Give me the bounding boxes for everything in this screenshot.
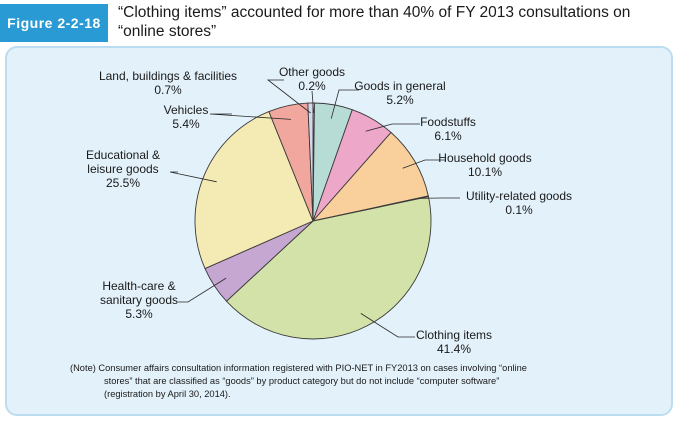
slice-name-health-1: Health-care & <box>102 279 175 293</box>
slice-value-household: 10.1% <box>468 165 502 179</box>
chart-note: (Note) Consumer affairs consultation inf… <box>70 362 630 401</box>
slice-name-utility: Utility-related goods <box>466 189 572 203</box>
slice-name-other: Other goods <box>279 65 345 79</box>
leader-line-general <box>330 89 359 119</box>
slice-name-land: Land, buildings & facilities <box>99 69 237 83</box>
pie-slice-education <box>194 110 314 270</box>
slice-value-general: 5.2% <box>386 93 414 107</box>
figure-number-badge: Figure 2-2-18 <box>0 4 108 42</box>
slice-name-health-2: sanitary goods <box>100 293 178 307</box>
leader-lines <box>169 79 460 338</box>
pie-slice-clothing <box>225 196 432 340</box>
pie-slice-household <box>311 131 429 222</box>
slice-value-education: 25.5% <box>106 176 140 190</box>
slice-value-land: 0.7% <box>154 83 182 97</box>
leader-line-other <box>311 90 315 114</box>
slice-name-food: Foodstuffs <box>420 115 476 129</box>
slice-name-household: Household goods <box>438 151 531 165</box>
slice-value-clothing: 41.4% <box>437 342 471 356</box>
slice-value-utility: 0.1% <box>505 203 533 217</box>
slice-value-vehicles: 5.4% <box>172 117 200 131</box>
leader-line-education <box>169 171 217 183</box>
figure-title: “Clothing items” accounted for more than… <box>118 3 678 41</box>
leader-line-household <box>402 159 445 169</box>
note-line-1: (Note) Consumer affairs consultation inf… <box>70 363 527 373</box>
figure-title-line-1: “Clothing items” accounted for more than… <box>118 4 631 21</box>
slice-name-education-1: Educational & <box>86 148 160 162</box>
slice-value-food: 6.1% <box>434 129 462 143</box>
leader-line-clothing <box>360 313 415 338</box>
pie-slices <box>194 102 432 340</box>
slice-name-education-2: leisure goods <box>87 162 158 176</box>
note-line-2: stores” that are classified as “goods” b… <box>104 376 500 386</box>
slice-name-vehicles: Vehicles <box>164 103 209 117</box>
leader-line-vehicles <box>209 113 292 120</box>
leader-line-health <box>178 277 227 303</box>
figure-header: Figure 2-2-18 “Clothing items” accounted… <box>0 0 680 44</box>
slice-value-health: 5.3% <box>125 307 153 321</box>
slice-name-general: Goods in general <box>354 79 445 93</box>
leader-line-land <box>266 79 311 114</box>
slice-value-other: 0.2% <box>298 79 326 93</box>
leader-line-food <box>365 123 420 132</box>
slice-name-clothing: Clothing items <box>416 328 492 342</box>
figure-title-line-2: “online stores” <box>118 23 217 40</box>
note-line-3: (registration by April 30, 2014). <box>104 389 231 399</box>
